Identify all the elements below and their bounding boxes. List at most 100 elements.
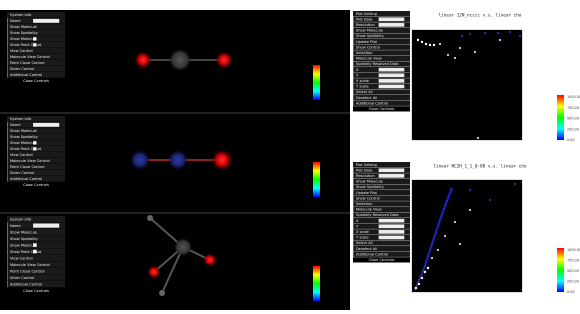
gui-label[interactable]: Name (10, 224, 21, 228)
gui-label[interactable]: Spatially Resolved Data (356, 213, 399, 217)
checkbox[interactable] (33, 243, 37, 247)
gui-row-marker (7, 262, 8, 268)
plot-title: linear 12N_ncccc v.s. linear cho (439, 13, 522, 19)
dropdown[interactable] (379, 17, 405, 21)
gui-label[interactable]: Plot Setting (356, 12, 377, 16)
gui-label[interactable]: View Control (10, 49, 33, 53)
gui-label[interactable]: Show Spatiality (10, 237, 39, 241)
gui-label[interactable]: Show Molecule (356, 180, 384, 184)
gui-label[interactable]: Show Spatiality (10, 31, 39, 35)
close-controls[interactable]: Close Controls (369, 258, 395, 262)
gui-label[interactable]: Molecule View Control (10, 263, 50, 267)
gui-label[interactable]: Show Spatiality (356, 34, 385, 38)
gui-label[interactable]: Plot Data (356, 168, 373, 172)
dropdown[interactable] (379, 174, 405, 178)
dropdown[interactable] (379, 224, 405, 228)
gui-label[interactable]: Show Point Cloud (10, 43, 41, 47)
gui-label[interactable]: View Control (10, 256, 33, 260)
gui-row-marker (353, 201, 354, 206)
gui-row-marker (353, 50, 354, 55)
close-controls[interactable]: Close Controls (23, 183, 49, 187)
dropdown[interactable] (33, 223, 59, 227)
dropdown[interactable] (379, 73, 405, 77)
dropdown[interactable] (379, 23, 405, 27)
gui-label[interactable]: Resolution (356, 174, 375, 178)
gui-label[interactable]: Select All (356, 90, 373, 94)
page: System InfoNameShow MoleculeShow Spatial… (0, 0, 580, 310)
gui-label[interactable]: Molecule View (356, 57, 382, 61)
gui-label[interactable]: System Info (10, 117, 31, 121)
checkbox[interactable] (33, 43, 36, 46)
gui-label[interactable]: Slider Control (10, 67, 34, 71)
gui-label[interactable]: X scale (356, 230, 370, 234)
gui-row-marker (353, 78, 354, 83)
dropdown[interactable] (33, 123, 59, 127)
dropdown[interactable] (379, 219, 405, 223)
gui-label[interactable]: Resolution (356, 23, 375, 27)
gui-row-marker (7, 255, 8, 261)
gui-label[interactable]: Additional Control (10, 177, 42, 181)
gui-label[interactable]: Show Spatiality (356, 185, 385, 189)
gui-label[interactable]: Spatially Resolved Data (356, 62, 399, 66)
close-controls[interactable]: Close Controls (23, 79, 49, 83)
gui-label[interactable]: Additional Control (356, 252, 388, 256)
dropdown[interactable] (33, 19, 59, 23)
close-controls[interactable]: Close Controls (23, 289, 49, 293)
gui-label[interactable]: Show Point Cloud (10, 147, 41, 151)
gui-label[interactable]: Molecule View Control (10, 159, 50, 163)
gui-label[interactable]: Deselect All (356, 247, 377, 251)
gui-row-marker (353, 33, 354, 38)
gui-label[interactable]: Additional Control (10, 282, 42, 286)
checkbox[interactable] (33, 250, 37, 254)
gui-label[interactable]: Selection (356, 202, 373, 206)
gui-label[interactable]: Molecule View (356, 208, 382, 212)
dropdown[interactable] (379, 68, 405, 72)
gui-label[interactable]: Show Molecule (356, 29, 384, 33)
gui-label[interactable]: X scale (356, 79, 370, 83)
gui-label[interactable]: Select All (356, 241, 373, 245)
gui-label[interactable]: Deselect All (356, 96, 377, 100)
gui-label[interactable]: Show Molecule (10, 25, 38, 29)
gui-label[interactable]: Y scale (356, 236, 369, 240)
gui-label[interactable]: Update Plot (356, 191, 378, 195)
gui-label[interactable]: Show Molecule (10, 129, 38, 133)
gui-label[interactable]: Slider Control (10, 171, 34, 175)
gui-label[interactable]: Show Spatiality (10, 135, 39, 139)
checkbox[interactable] (33, 147, 36, 150)
gui-row-marker (353, 229, 354, 234)
dropdown[interactable] (379, 236, 405, 240)
gui-label[interactable]: Molecule View Control (10, 55, 50, 59)
gui-label[interactable]: Y scale (356, 85, 369, 89)
checkbox[interactable] (33, 37, 36, 40)
gui-label[interactable]: Point Cloud Control (10, 165, 44, 169)
gui-label[interactable]: Selection (356, 51, 373, 55)
gui-label[interactable]: Show Control (356, 45, 380, 49)
dropdown[interactable] (379, 79, 405, 83)
colorbar-label: 250.00 (567, 280, 579, 284)
gui-label[interactable]: System Info (10, 13, 31, 17)
gui-label[interactable]: Show Molecule (10, 230, 38, 234)
dropdown[interactable] (379, 168, 405, 172)
gui-label[interactable]: Name (10, 19, 21, 23)
gui-label[interactable]: Point Cloud Control (10, 61, 44, 65)
gui-label[interactable]: Point Cloud Control (10, 269, 44, 273)
checkbox[interactable] (33, 141, 36, 144)
dropdown[interactable] (379, 85, 405, 89)
dropdown[interactable] (379, 230, 405, 234)
gui-row-marker (353, 56, 354, 61)
colorbar (313, 162, 320, 197)
gui-label[interactable]: Update Plot (356, 40, 378, 44)
gui-label[interactable]: Plot Setting (356, 163, 377, 167)
gui-row-marker (7, 152, 8, 158)
gui-row-marker (353, 22, 354, 27)
gui-label[interactable]: Show Control (356, 196, 380, 200)
close-controls[interactable]: Close Controls (369, 107, 395, 111)
gui-label[interactable]: Additional Control (10, 73, 42, 77)
gui-label[interactable]: System Info (10, 217, 31, 221)
gui-label[interactable]: Plot Data (356, 17, 373, 21)
gui-label[interactable]: Name (10, 123, 21, 127)
gui-label[interactable]: View Control (10, 153, 33, 157)
gui-label[interactable]: Additional Control (356, 101, 388, 105)
gui-label[interactable]: Slider Control (10, 276, 34, 280)
gui-row-marker (7, 236, 8, 242)
